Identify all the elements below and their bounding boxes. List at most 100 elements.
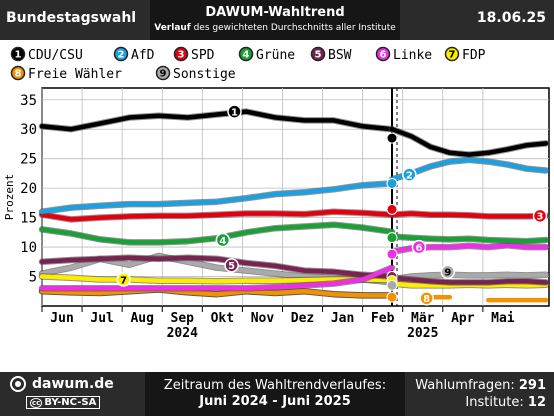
election-result-dot — [386, 291, 398, 303]
series-badge-label: 2 — [406, 170, 413, 181]
y-tick-label: 35 — [20, 93, 37, 109]
institutes-stat: Institute: 12 — [415, 394, 546, 411]
election-result-dot — [386, 177, 398, 189]
series-line — [389, 157, 549, 182]
legend-label: Linke — [393, 48, 432, 63]
x-tick-label: Apr — [451, 311, 475, 326]
x-tick-label: Feb — [371, 311, 395, 326]
legend-badge — [173, 46, 189, 62]
year-label: 2025 — [407, 326, 438, 341]
series-badge-label: 7 — [120, 275, 127, 286]
series-badge — [227, 104, 242, 119]
y-tick-label: 30 — [20, 122, 37, 138]
series-line — [389, 272, 549, 282]
legend-badge-label: 3 — [178, 50, 185, 61]
legend-badge-label: 7 — [449, 50, 456, 61]
legend-label: BSW — [328, 48, 352, 63]
legend-label: Grüne — [256, 48, 295, 63]
subtitle-bold: Verlauf — [154, 23, 191, 33]
site-name: dawum.de — [32, 376, 114, 392]
series-badge — [532, 208, 548, 224]
series-badge — [116, 272, 131, 287]
institutes-label: Institute: — [465, 395, 524, 410]
legend-badge-label: 4 — [243, 50, 250, 61]
series-badge — [215, 232, 231, 248]
polls-stat: Wahlumfragen: 291 — [415, 377, 546, 394]
range-box: Zeitraum des Wahltrendverlaufes: Juni 20… — [145, 372, 405, 416]
subtitle-rest: des gewichteten Durchschnitts aller Inst… — [190, 23, 396, 33]
legend-badge-label: 1 — [15, 50, 22, 61]
series-line — [39, 265, 395, 291]
x-tick-label: Sep — [171, 311, 195, 326]
legend-badge — [10, 65, 26, 81]
legend-badge-label: 2 — [118, 50, 125, 61]
election-result-dot — [386, 248, 398, 260]
legend-label: CDU/CSU — [28, 48, 83, 63]
site-link[interactable]: dawum.de — [10, 376, 114, 392]
x-tick-label: Mär — [411, 311, 435, 326]
series-badge-label: 3 — [537, 212, 544, 223]
header-title-box: DAWUM-Wahltrend Verlauf des gewichteten … — [150, 0, 400, 40]
series-line — [39, 274, 395, 284]
election-result-dot — [386, 232, 398, 244]
legend-label: Sonstige — [173, 67, 236, 82]
series-badge-label: 8 — [423, 294, 430, 305]
legend-badge-label: 6 — [380, 50, 387, 61]
legend-badge — [113, 46, 129, 62]
x-tick-label: Mai — [491, 311, 515, 326]
page-title: DAWUM-Wahltrend — [205, 5, 345, 20]
series-badge — [402, 167, 417, 182]
x-tick-label: Jan — [331, 311, 354, 326]
series-line — [39, 255, 395, 279]
x-tick-label: Jul — [90, 311, 113, 326]
series-badge — [419, 291, 434, 306]
y-tick-label: 5 — [29, 270, 37, 286]
x-tick-label: Dez — [291, 311, 314, 326]
legend-label: FDP — [462, 48, 486, 63]
series-line — [39, 209, 395, 222]
header-bar: Bundestagswahl DAWUM-Wahltrend Verlauf d… — [0, 0, 554, 40]
y-axis-label: Prozent — [3, 174, 16, 220]
series-badge-label: 4 — [219, 236, 226, 247]
x-tick-label: Okt — [211, 311, 234, 326]
series-badge-label: 6 — [415, 243, 422, 254]
license-text: BY-NC-SA — [44, 397, 97, 408]
election-result-dot — [386, 132, 398, 144]
election-result-dot — [386, 279, 398, 291]
footer-bar: dawum.de cc BY-NC-SA Zeitraum des Wahltre… — [0, 372, 554, 416]
year-label: 2024 — [167, 326, 198, 341]
series-badge-label: 5 — [228, 261, 235, 272]
legend-label: Freie Wähler — [28, 67, 122, 82]
institutes-count: 12 — [527, 395, 546, 410]
page-subtitle: Verlauf des gewichteten Durchschnitts al… — [150, 23, 400, 33]
legend-badge — [310, 46, 326, 62]
polls-count: 291 — [518, 378, 546, 393]
legend-badge — [238, 46, 254, 62]
date-label: 18.06.25 — [476, 10, 546, 26]
legend-badge — [10, 46, 26, 62]
cc-icon: cc — [30, 398, 43, 408]
x-tick-label: Aug — [130, 311, 153, 326]
series-badge — [224, 258, 239, 273]
x-tick-label: Jun — [50, 311, 73, 326]
legend-badge — [444, 46, 460, 62]
y-tick-label: 15 — [20, 211, 37, 227]
series-badge — [440, 264, 456, 280]
series-line — [39, 109, 395, 132]
license-badge[interactable]: cc BY-NC-SA — [26, 396, 101, 409]
series-line — [39, 181, 395, 214]
series-badge-label: 9 — [444, 268, 451, 279]
series-line — [389, 126, 549, 157]
legend-badge-label: 9 — [160, 69, 167, 80]
stats-box: Wahlumfragen: 291 Institute: 12 — [415, 377, 546, 411]
series-line — [389, 234, 549, 244]
legend-label: AfD — [131, 48, 155, 63]
legend-badge — [375, 46, 391, 62]
legend-badge — [155, 65, 171, 81]
legend-badge-label: 5 — [315, 50, 322, 61]
x-tick-label: Nov — [251, 311, 275, 326]
legend-label: SPD — [191, 48, 215, 63]
y-tick-label: 10 — [20, 240, 37, 256]
series-badge — [411, 239, 427, 255]
